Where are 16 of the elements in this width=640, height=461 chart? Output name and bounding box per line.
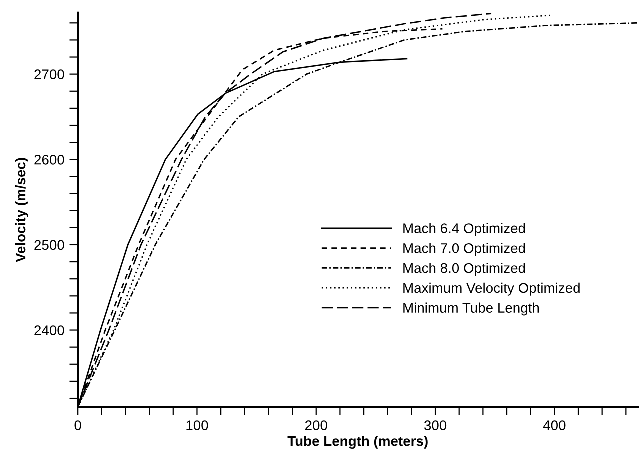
legend-label: Mach 8.0 Optimized <box>404 263 526 276</box>
y-tick-label: 2500 <box>34 240 64 250</box>
y-axis-title: Velocity (m/sec) <box>15 158 28 262</box>
x-axis-title: Tube Length (meters) <box>288 436 428 449</box>
x-tick-label: 200 <box>305 420 328 430</box>
x-tick-label: 300 <box>424 420 447 430</box>
y-tick-label: 2600 <box>34 154 64 165</box>
y-tick-label: 2700 <box>34 70 64 80</box>
legend-label: Mach 6.4 Optimized <box>404 223 526 236</box>
y-tick-label: 2400 <box>34 326 64 336</box>
x-tick-label: 0 <box>74 420 82 430</box>
legend-label: Maximum Velocity Optimized <box>404 282 580 296</box>
x-tick-label: 400 <box>543 420 566 430</box>
legend-label: Mach 7.0 Optimized <box>404 243 526 256</box>
legend-label: Minimum Tube Length <box>404 302 540 316</box>
x-tick-label: 100 <box>186 420 208 430</box>
